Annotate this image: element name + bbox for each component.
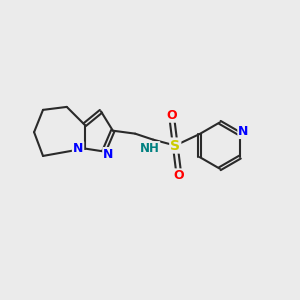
Text: N: N xyxy=(73,142,83,155)
Text: NH: NH xyxy=(140,142,159,155)
Text: O: O xyxy=(167,109,177,122)
Text: N: N xyxy=(238,125,249,138)
Text: S: S xyxy=(170,139,180,152)
Text: O: O xyxy=(173,169,184,182)
Text: N: N xyxy=(103,148,114,161)
